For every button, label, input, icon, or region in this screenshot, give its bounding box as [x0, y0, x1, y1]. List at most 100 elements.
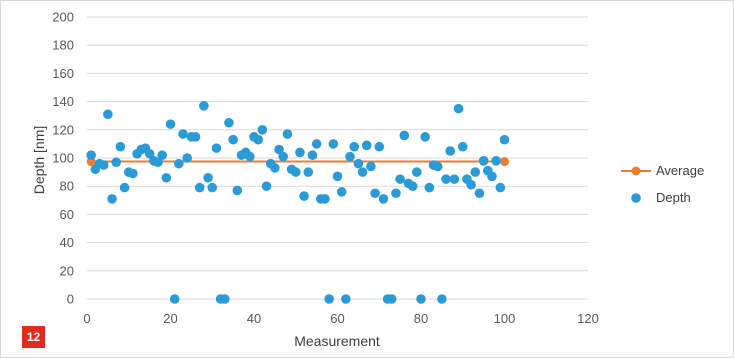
depth-point	[169, 294, 180, 304]
y-tick-label: 40	[60, 235, 74, 250]
depth-point	[178, 129, 188, 139]
depth-point	[219, 294, 230, 304]
depth-point	[203, 172, 213, 183]
depth-point	[245, 151, 255, 162]
depth-point	[320, 194, 330, 204]
depth-point	[174, 158, 184, 169]
depth-point	[194, 182, 205, 193]
depth-point	[336, 187, 347, 197]
y-tick-label: 0	[67, 292, 74, 307]
legend-depth-label: Depth	[656, 190, 691, 205]
depth-point	[399, 130, 410, 141]
depth-point	[491, 156, 501, 166]
depth-point	[257, 125, 268, 135]
legend-depth-marker	[631, 193, 641, 203]
depth-point	[487, 171, 497, 182]
legend-average-label: Average	[656, 163, 704, 178]
depth-point	[182, 153, 192, 163]
gridlines	[87, 16, 588, 300]
depth-point	[165, 119, 176, 129]
depth-point	[128, 168, 138, 179]
depth-point	[207, 182, 218, 193]
depth-point	[278, 151, 289, 162]
depth-point	[374, 141, 385, 152]
x-tick-label: 80	[414, 311, 428, 326]
depth-point	[119, 182, 130, 193]
depth-point	[478, 156, 489, 166]
y-tick-labels: 0 20 40 60 80 100 120 140 160 180 200	[52, 10, 74, 307]
depth-point	[453, 103, 464, 114]
depth-point	[98, 160, 109, 170]
x-axis-title: Measurement	[294, 333, 380, 349]
depth-point	[416, 294, 426, 304]
x-tick-labels: 0 20 40 60 80 100 120	[83, 311, 598, 326]
x-tick-label: 20	[163, 311, 177, 326]
legend: Average Depth	[621, 163, 704, 205]
depth-point	[470, 167, 481, 177]
depth-point	[311, 139, 322, 149]
depth-point	[370, 188, 380, 199]
depth-point	[495, 182, 506, 193]
depth-point	[228, 134, 238, 145]
y-axis-title: Depth [nm]	[31, 126, 47, 194]
depth-point	[412, 167, 422, 177]
depth-point	[303, 167, 314, 177]
depth-point	[290, 167, 301, 177]
depth-point	[366, 161, 376, 172]
depth-point	[253, 134, 263, 145]
depth-point	[157, 150, 167, 160]
depth-point	[307, 150, 318, 160]
depth-point	[361, 140, 372, 151]
depth-point	[86, 150, 96, 160]
depth-point	[349, 141, 360, 152]
depth-point	[445, 146, 456, 156]
x-tick-label: 100	[494, 311, 516, 326]
depth-point	[420, 132, 430, 142]
depth-point	[357, 167, 368, 177]
depth-point	[115, 141, 126, 152]
depth-point	[211, 143, 222, 153]
depth-point	[474, 188, 485, 199]
depth-point	[274, 144, 284, 155]
y-tick-label: 120	[52, 122, 74, 137]
x-tick-label: 60	[330, 311, 344, 326]
depth-point	[449, 174, 460, 184]
depth-point	[199, 101, 209, 111]
depth-point	[153, 157, 163, 168]
depth-point	[103, 109, 113, 120]
depth-point	[332, 171, 343, 182]
depth-point	[144, 148, 155, 159]
x-tick-label: 120	[577, 311, 599, 326]
y-tick-label: 200	[52, 10, 74, 25]
depth-point	[324, 294, 334, 304]
depth-point	[407, 181, 418, 191]
depth-point	[232, 185, 243, 196]
depth-point	[224, 117, 234, 128]
depth-point	[391, 188, 401, 199]
y-tick-label: 100	[52, 151, 74, 166]
depth-point	[353, 158, 364, 169]
y-tick-label: 160	[52, 66, 74, 81]
depth-point	[111, 157, 122, 168]
depth-point	[261, 181, 272, 191]
depth-point	[107, 194, 117, 204]
depth-series	[86, 101, 510, 304]
depth-point	[161, 172, 172, 183]
depth-point	[282, 129, 293, 139]
depth-point	[466, 179, 476, 190]
depth-point	[345, 151, 355, 162]
depth-point	[499, 134, 510, 145]
depth-point	[295, 147, 305, 158]
y-tick-label: 20	[60, 263, 74, 278]
y-tick-label: 180	[52, 38, 74, 53]
y-tick-label: 60	[60, 207, 74, 222]
depth-point	[457, 141, 468, 152]
depth-point	[270, 163, 280, 173]
legend-average-marker	[631, 166, 641, 176]
depth-point	[328, 139, 339, 149]
figure-number-badge: 12	[22, 326, 45, 348]
depth-point	[190, 132, 201, 142]
depth-point	[395, 174, 405, 184]
